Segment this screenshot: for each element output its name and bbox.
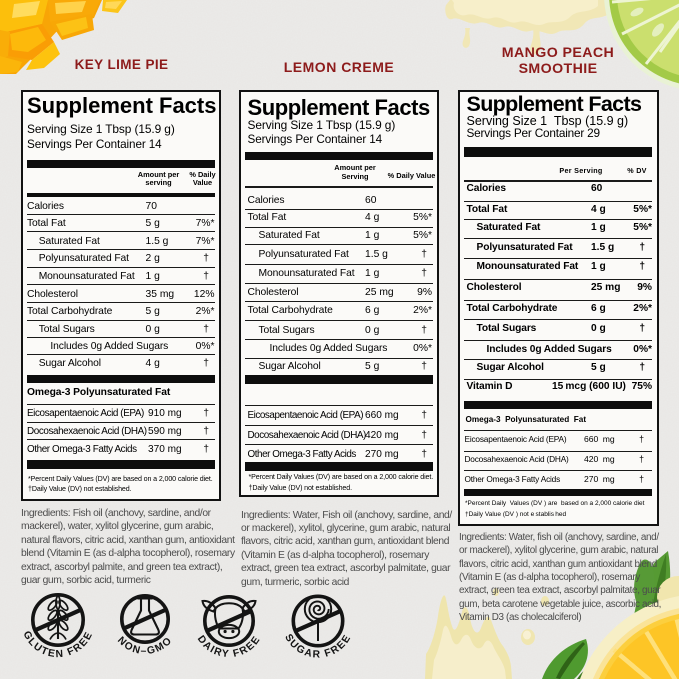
svg-text:NON–GMO: NON–GMO: [115, 634, 175, 656]
